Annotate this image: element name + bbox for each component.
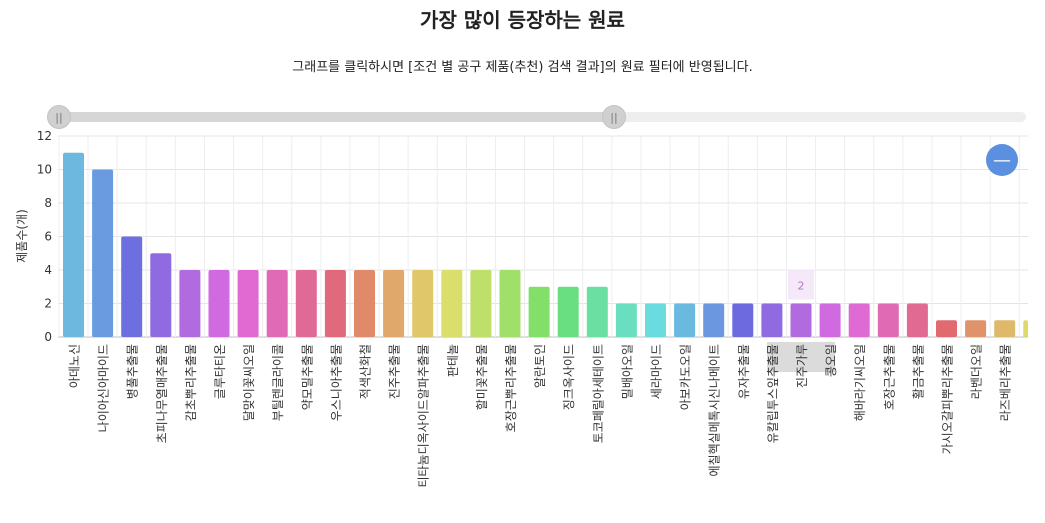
zoom-out-glyph: — bbox=[993, 149, 1011, 171]
handle-grip-icon: || bbox=[610, 110, 618, 124]
bar[interactable] bbox=[732, 303, 754, 338]
x-category-label: 판테놀 bbox=[446, 344, 460, 377]
y-tick-label: 10 bbox=[37, 163, 52, 177]
bar[interactable] bbox=[848, 303, 870, 338]
bar[interactable] bbox=[615, 303, 637, 338]
x-category-label: 징크옥사이드 bbox=[562, 344, 576, 410]
bar[interactable] bbox=[703, 303, 725, 338]
bar[interactable] bbox=[441, 270, 463, 337]
bar[interactable] bbox=[761, 303, 783, 338]
x-category-label: 유자추출물 bbox=[737, 344, 751, 399]
bar[interactable] bbox=[63, 152, 84, 337]
bar[interactable] bbox=[936, 320, 957, 337]
x-category-label: 라즈베리추출물 bbox=[999, 344, 1013, 421]
x-category-label: 호장근추출물 bbox=[882, 344, 896, 410]
handle-grip-icon: || bbox=[55, 110, 63, 124]
x-category-label: 감초뿌리추출물 bbox=[184, 344, 198, 421]
chart-title: 가장 많이 등장하는 원료 bbox=[420, 8, 625, 32]
range-slider-right-handle[interactable]: || bbox=[602, 105, 626, 129]
y-axis-label: 제품수(개) bbox=[15, 209, 29, 263]
x-category-label: 활금추출물 bbox=[911, 344, 925, 399]
bar[interactable] bbox=[324, 270, 346, 337]
x-category-label: 달맞이꽃씨오일 bbox=[242, 344, 256, 421]
x-category-label: 진주가루 bbox=[795, 344, 809, 388]
bar[interactable] bbox=[150, 253, 172, 337]
x-category-label: 적색산화철 bbox=[359, 344, 373, 399]
bar[interactable] bbox=[412, 270, 434, 337]
x-category-label: 할미꽃추출물 bbox=[475, 344, 489, 410]
tooltip-value-box bbox=[788, 269, 814, 300]
x-category-label: 유칼립투스잎추출물 bbox=[766, 344, 780, 443]
bar[interactable] bbox=[819, 303, 841, 338]
x-category-label: 알란토인 bbox=[533, 344, 547, 388]
bar[interactable] bbox=[557, 286, 579, 337]
bar[interactable] bbox=[383, 270, 405, 337]
bars bbox=[63, 152, 1028, 338]
x-category-label: 우스니아추출물 bbox=[329, 344, 343, 421]
x-category-label: 토코페릴아세테이트 bbox=[591, 344, 605, 443]
bar[interactable] bbox=[121, 236, 143, 338]
x-category-label: 세라마이드 bbox=[650, 344, 664, 399]
bar[interactable] bbox=[790, 303, 812, 338]
bar[interactable] bbox=[965, 320, 987, 337]
y-tick-label: 4 bbox=[44, 263, 52, 277]
bar[interactable] bbox=[208, 270, 230, 337]
x-category-label: 진주추출물 bbox=[388, 344, 402, 399]
zoom-out-icon[interactable]: — bbox=[986, 144, 1018, 176]
x-category-label: 해바라기씨오일 bbox=[853, 344, 867, 421]
x-category-label: 라벤더오일 bbox=[970, 344, 984, 399]
bar[interactable] bbox=[499, 270, 521, 337]
bar[interactable] bbox=[528, 286, 550, 337]
x-category-label: 콩오일 bbox=[824, 344, 838, 377]
x-category-label: 부틸렌글라이콜 bbox=[271, 344, 285, 421]
x-category-label: 아보카도오일 bbox=[679, 344, 693, 410]
category-labels: 아데노신 나이아신아마이드 병풀추출물 초피나무열매추출물 감초뿌리추출물 글루타티온 달맞… bbox=[68, 342, 1013, 488]
y-tick-label: 6 bbox=[44, 230, 52, 244]
y-tick-label: 12 bbox=[37, 129, 52, 143]
bar[interactable] bbox=[266, 270, 288, 337]
x-category-label: 아데노신 bbox=[68, 344, 82, 388]
x-category-label: 호장근뿌리추출물 bbox=[504, 344, 518, 432]
bar[interactable] bbox=[586, 286, 608, 337]
y-tick-label: 0 bbox=[44, 330, 52, 344]
x-category-label: 티타늄디옥사이드알파추출물 bbox=[417, 344, 431, 488]
x-category-label: 초피나무열매추출물 bbox=[155, 344, 169, 443]
bar[interactable] bbox=[92, 169, 114, 338]
bar[interactable] bbox=[179, 270, 201, 337]
bar[interactable] bbox=[645, 303, 666, 338]
bar[interactable] bbox=[470, 270, 492, 337]
x-category-label: 나이아신아마이드 bbox=[97, 344, 111, 432]
bar[interactable] bbox=[994, 320, 1016, 337]
chart-subtitle: 그래프를 클릭하시면 [조건 별 공구 제품(추천) 검색 결과]의 원료 필터… bbox=[292, 60, 753, 75]
bar[interactable] bbox=[1023, 320, 1028, 337]
bar[interactable] bbox=[237, 270, 259, 337]
axes: 0 2 4 6 8 10 12 bbox=[37, 129, 52, 344]
range-slider-selection[interactable] bbox=[60, 112, 614, 122]
bar[interactable] bbox=[906, 303, 928, 338]
hover-tooltip: 2 bbox=[788, 269, 814, 300]
x-category-label: 약모밀추출물 bbox=[299, 344, 314, 410]
x-category-label: 에칠헥실메톡시신나메이트 bbox=[708, 344, 722, 476]
x-category-label: 가시오갈피뿌리추출물 bbox=[941, 344, 955, 454]
x-category-label: 병풀추출물 bbox=[126, 344, 140, 399]
bar[interactable] bbox=[877, 303, 899, 338]
range-slider-left-handle[interactable]: || bbox=[47, 105, 71, 129]
bar[interactable] bbox=[295, 270, 317, 337]
tooltip-value: 2 bbox=[798, 280, 805, 293]
bar[interactable] bbox=[354, 270, 375, 337]
y-tick-label: 8 bbox=[44, 196, 52, 210]
x-category-label: 글루타티온 bbox=[213, 344, 227, 399]
tooltip-category-highlight bbox=[767, 342, 835, 372]
y-tick-label: 2 bbox=[44, 297, 52, 311]
x-category-label: 밀배아오일 bbox=[620, 344, 634, 399]
bar[interactable] bbox=[674, 303, 696, 338]
